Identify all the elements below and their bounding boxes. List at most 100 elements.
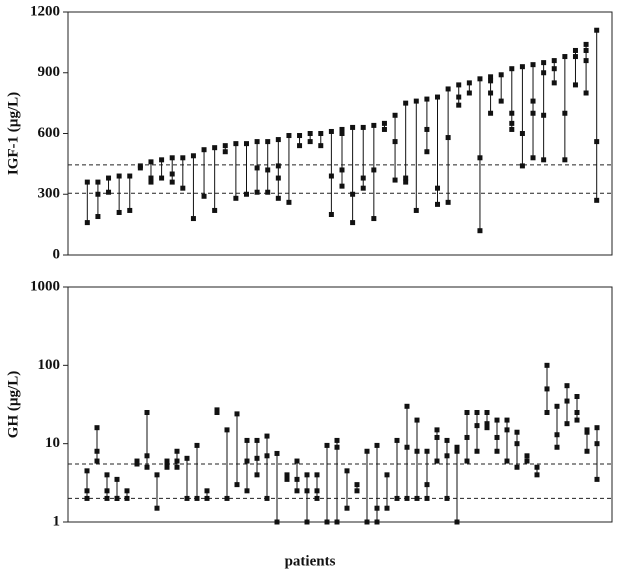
- data-point: [194, 442, 200, 448]
- data-point: [504, 458, 510, 464]
- data-point: [434, 434, 440, 440]
- data-point: [444, 495, 450, 501]
- data-point: [574, 409, 580, 415]
- data-point: [234, 411, 240, 417]
- data-point: [190, 153, 196, 159]
- data-point: [350, 191, 356, 197]
- data-point: [456, 82, 462, 88]
- data-point: [572, 54, 578, 60]
- data-point: [94, 425, 100, 431]
- data-point: [318, 131, 324, 136]
- data-point: [324, 519, 330, 525]
- data-point: [384, 505, 390, 511]
- data-point: [444, 437, 450, 443]
- y-tick-label: 300: [38, 186, 61, 202]
- data-point: [394, 437, 400, 443]
- data-point: [424, 96, 430, 102]
- data-point: [514, 441, 520, 447]
- data-point: [530, 62, 536, 68]
- data-point: [554, 444, 560, 450]
- data-point: [488, 90, 494, 96]
- data-point: [212, 145, 218, 151]
- data-point: [445, 135, 451, 141]
- data-point: [498, 98, 504, 104]
- data-point: [392, 177, 398, 183]
- data-point: [104, 488, 110, 494]
- data-point: [318, 143, 324, 149]
- data-point: [84, 488, 90, 494]
- data-point: [350, 220, 356, 226]
- data-point: [114, 495, 120, 501]
- data-point: [488, 74, 494, 80]
- data-point: [583, 90, 589, 96]
- data-point: [314, 472, 320, 478]
- y-tick-label: 0: [53, 246, 61, 262]
- data-point: [562, 110, 568, 116]
- data-point: [328, 128, 334, 134]
- data-point: [519, 163, 525, 169]
- data-point: [334, 519, 340, 525]
- data-point: [374, 505, 380, 511]
- data-point: [464, 458, 470, 464]
- data-point: [509, 120, 515, 126]
- data-point: [212, 207, 218, 213]
- data-point: [84, 468, 90, 474]
- data-point: [204, 488, 210, 494]
- data-point: [564, 383, 570, 389]
- data-point: [180, 185, 186, 191]
- data-point: [324, 442, 330, 448]
- data-point: [551, 80, 557, 86]
- y-tick-label: 1200: [30, 3, 60, 19]
- data-point: [144, 464, 150, 470]
- data-point: [477, 155, 483, 161]
- data-point: [519, 131, 525, 136]
- data-point: [524, 453, 530, 459]
- data-point: [94, 448, 100, 454]
- data-point: [371, 216, 377, 222]
- data-point: [360, 185, 366, 191]
- data-point: [554, 432, 560, 438]
- data-point: [234, 482, 240, 488]
- data-point: [254, 165, 260, 171]
- data-point: [254, 437, 260, 443]
- data-point: [484, 409, 490, 415]
- y-axis-label: IGF-1 (µg/L): [5, 92, 21, 175]
- data-point: [264, 453, 270, 459]
- data-point: [275, 163, 281, 169]
- data-point: [541, 112, 547, 118]
- data-point: [464, 434, 470, 440]
- data-point: [304, 519, 310, 525]
- data-point: [275, 195, 281, 201]
- data-point: [274, 450, 280, 456]
- data-point: [445, 86, 451, 92]
- data-point: [544, 386, 550, 392]
- data-point: [106, 175, 112, 181]
- data-point: [307, 131, 313, 136]
- data-point: [339, 126, 345, 132]
- data-point: [307, 139, 313, 145]
- data-point: [134, 461, 140, 467]
- data-point: [354, 482, 360, 488]
- data-point: [509, 110, 515, 116]
- data-point: [392, 112, 398, 118]
- data-point: [584, 448, 590, 454]
- data-point: [504, 427, 510, 433]
- data-point: [488, 78, 494, 84]
- data-point: [514, 429, 520, 435]
- data-point: [339, 183, 345, 189]
- data-point: [106, 189, 112, 195]
- data-point: [304, 472, 310, 478]
- data-point: [374, 519, 380, 525]
- data-point: [116, 209, 122, 215]
- data-point: [233, 141, 239, 147]
- data-point: [554, 403, 560, 409]
- data-point: [403, 175, 409, 181]
- data-point: [504, 417, 510, 423]
- data-point: [254, 189, 260, 195]
- data-point: [124, 495, 130, 501]
- data-point: [454, 444, 460, 450]
- data-point: [159, 157, 165, 163]
- data-point: [137, 165, 143, 171]
- data-point: [184, 455, 190, 461]
- data-point: [574, 417, 580, 423]
